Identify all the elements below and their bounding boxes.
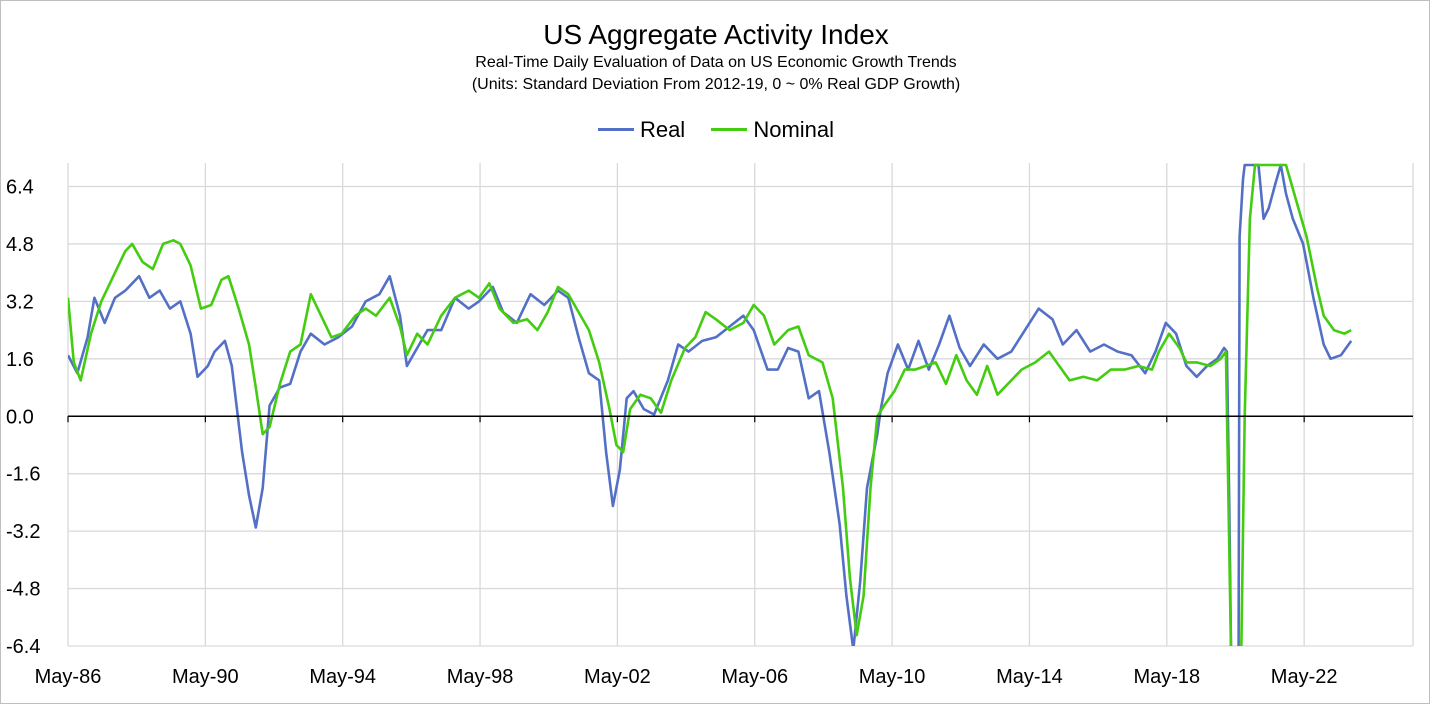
legend-swatch-nominal (711, 127, 748, 131)
x-tick-label: May-18 (1133, 666, 1200, 688)
x-tick-label: May-06 (721, 666, 788, 688)
y-tick-label: 4.8 (6, 234, 34, 256)
series-line-real (68, 163, 1353, 646)
legend: Real Nominal (1, 117, 1430, 143)
legend-label-real: Real (639, 117, 686, 142)
x-tick-label: May-98 (447, 666, 514, 688)
y-tick-label: 6.4 (6, 177, 34, 199)
x-tick-label: May-94 (309, 666, 376, 688)
y-tick-label: 3.2 (6, 291, 34, 313)
y-tick-label: -3.2 (6, 521, 40, 543)
y-tick-label: -4.8 (6, 579, 40, 601)
x-tick-label: May-86 (35, 666, 102, 688)
x-tick-label: May-02 (584, 666, 651, 688)
chart-title: US Aggregate Activity Index (543, 19, 889, 50)
legend-label-nominal: Nominal (753, 117, 835, 142)
y-tick-label: 0.0 (6, 406, 34, 428)
chart-units-note: (Units: Standard Deviation From 2012-19,… (471, 76, 961, 93)
y-tick-label: -1.6 (6, 464, 40, 486)
x-tick-label: May-22 (1271, 666, 1338, 688)
chart-subtitle: Real-Time Daily Evaluation of Data on US… (475, 54, 957, 71)
legend-item-nominal: Nominal (711, 117, 834, 143)
legend-swatch-real (597, 127, 634, 131)
x-tick-label: May-90 (172, 666, 239, 688)
legend-item-real: Real (597, 117, 686, 143)
y-tick-label: -6.4 (6, 636, 40, 658)
x-tick-label: May-10 (859, 666, 926, 688)
x-tick-label: May-14 (996, 666, 1063, 688)
y-tick-label: 1.6 (6, 349, 34, 371)
series-line-nominal (68, 163, 1352, 646)
